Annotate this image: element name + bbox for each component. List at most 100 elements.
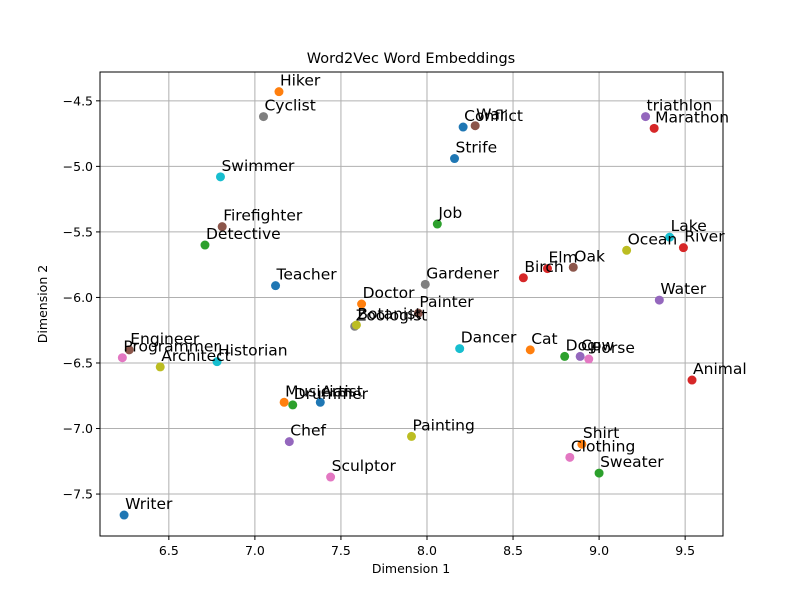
point-label: Hiker (280, 72, 321, 90)
point-marker (284, 437, 294, 447)
point-label: Dog (566, 336, 597, 354)
point-marker (565, 452, 575, 462)
point-marker (407, 431, 416, 441)
point-marker (288, 400, 298, 410)
point-marker (560, 351, 570, 361)
point-label: Sculptor (332, 457, 397, 475)
plot-frame (99, 71, 724, 537)
point-label: Detective (206, 225, 281, 243)
point-label: War (476, 106, 507, 124)
axis-ticks: 6.5 7.0 7.5 8.0 8.5 9.0 9.5 −7.5 −7.0 −6.5 −6.0 −5.… (63, 93, 695, 558)
y-tick-label: −5.5 (63, 224, 93, 239)
point-marker (665, 232, 675, 242)
point-marker (155, 362, 165, 372)
point-marker (455, 344, 465, 354)
point-label: Historian (218, 342, 288, 360)
point-label: Dancer (461, 329, 517, 347)
point-marker (450, 154, 460, 164)
y-tick-label: −5.0 (63, 159, 93, 174)
point-label: Engineer (130, 330, 200, 348)
point-marker (274, 87, 284, 97)
point-marker (200, 240, 210, 250)
point-label: Chef (290, 422, 326, 440)
point-label: Botanist (357, 305, 421, 323)
point-marker (215, 172, 225, 182)
point-label: River (684, 228, 725, 246)
point-label: Artist (321, 382, 363, 400)
point-label: Lake (671, 217, 707, 235)
point-label: Programmer (123, 338, 220, 356)
point-label: Conflict (464, 107, 523, 125)
point-marker (357, 299, 367, 309)
point-label: Painting (413, 416, 475, 434)
point-label: Cow (581, 336, 614, 354)
point-label: Shirt (583, 424, 619, 442)
point-label: Cat (531, 330, 557, 348)
x-tick-label: 8.0 (417, 543, 437, 558)
point-marker (420, 279, 430, 289)
point-label: Ocean (628, 230, 678, 248)
point-marker (584, 354, 594, 364)
point-label: Cyclist (264, 97, 315, 115)
point-marker (413, 308, 423, 318)
point-marker (117, 353, 127, 363)
point-marker (649, 123, 659, 133)
point-label: Sweater (600, 453, 664, 471)
point-label: Strife (456, 139, 498, 157)
point-marker (326, 472, 336, 482)
x-axis-label: Dimension 1 (372, 561, 450, 576)
point-label: Birch (524, 258, 563, 276)
x-tick-label: 7.5 (331, 543, 351, 558)
y-tick-label: −7.5 (63, 487, 93, 502)
x-tick-label: 9.5 (675, 543, 695, 558)
point-marker (315, 397, 325, 407)
point-marker (641, 112, 651, 122)
point-marker (124, 345, 134, 355)
point-marker (217, 222, 227, 232)
y-tick-label: −6.5 (63, 355, 93, 370)
point-label: Job (437, 204, 462, 222)
point-label: Doctor (363, 284, 416, 302)
point-label: Writer (125, 495, 173, 513)
point-marker (458, 122, 468, 132)
data-points (117, 87, 697, 520)
point-marker (622, 245, 632, 255)
point-marker (568, 262, 578, 272)
y-tick-label: −7.0 (63, 421, 93, 436)
point-label: Drummer (294, 385, 369, 403)
grid-lines (100, 72, 723, 536)
point-label: triathlon (647, 97, 713, 115)
point-label: Teacher (276, 266, 338, 284)
point-label: Elm (548, 249, 577, 267)
point-marker (525, 345, 535, 355)
point-marker (575, 351, 585, 361)
point-label: Painter (419, 293, 474, 311)
point-marker (518, 273, 528, 283)
point-label: Marathon (655, 108, 729, 126)
point-marker (594, 468, 604, 478)
y-tick-label: −4.5 (63, 93, 93, 108)
x-tick-label: 7.0 (245, 543, 265, 558)
point-label: Horse (590, 339, 635, 357)
point-marker (279, 397, 289, 407)
point-label: Animal (693, 360, 747, 378)
point-label: Water (660, 280, 706, 298)
point-marker (119, 510, 129, 520)
point-label: Musician (285, 382, 353, 400)
point-marker (351, 320, 361, 330)
point-label: Gardener (426, 264, 499, 282)
point-marker (432, 219, 442, 229)
x-tick-label: 6.5 (159, 543, 179, 558)
point-label: Zoologist (356, 306, 428, 324)
point-label: Oak (574, 247, 605, 265)
point-marker (212, 357, 222, 367)
y-tick-label: −6.0 (63, 290, 93, 305)
point-marker (687, 375, 697, 385)
x-tick-label: 9.0 (589, 543, 609, 558)
chart-title: Word2Vec Word Embeddings (307, 51, 515, 67)
point-marker (542, 264, 552, 274)
x-tick-label: 8.5 (503, 543, 523, 558)
